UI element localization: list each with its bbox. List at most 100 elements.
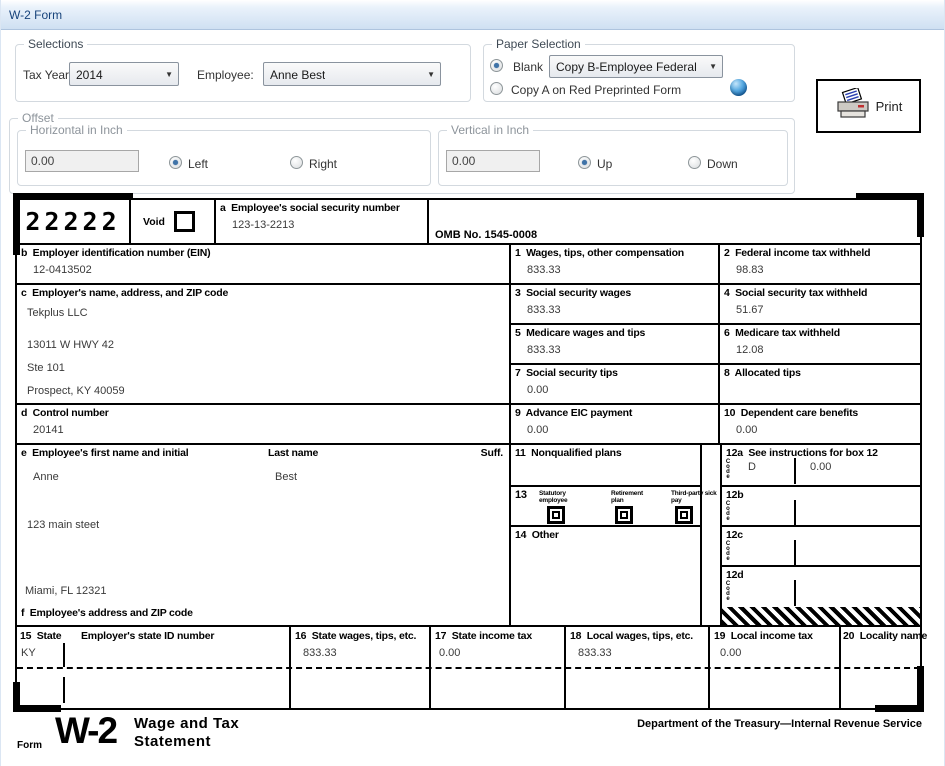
box-2-value: 98.83 bbox=[736, 264, 764, 276]
box-12a-code-label: Code bbox=[725, 459, 731, 479]
left-radio[interactable] bbox=[169, 156, 182, 169]
box-18-value: 833.33 bbox=[578, 647, 612, 659]
box-6-label: 6 Medicare tax withheld bbox=[724, 327, 840, 339]
employee-value: Anne Best bbox=[270, 68, 326, 82]
box-9-label: 9 Advance EIC payment bbox=[515, 407, 633, 419]
form-title: Wage and Tax Statement bbox=[134, 715, 240, 750]
box-a: a Employee's social security number 123-… bbox=[216, 200, 429, 245]
corner-mark-tl bbox=[13, 193, 133, 200]
box-5-label: 5 Medicare wages and tips bbox=[515, 327, 646, 339]
box-8-label: 8 Allocated tips bbox=[724, 367, 801, 379]
void-label: Void bbox=[143, 215, 165, 228]
box-12c: 12c Code bbox=[720, 527, 920, 567]
box-13: 13 Statutory employee Retirement plan Th… bbox=[511, 487, 717, 527]
box-c-label: c Employer's name, address, and ZIP code bbox=[21, 287, 229, 299]
box-1-label: 1 Wages, tips, other compensation bbox=[515, 247, 685, 259]
third-party-sick-pay-checkbox[interactable] bbox=[675, 506, 693, 524]
box-10: 10 Dependent care benefits 0.00 bbox=[720, 405, 920, 445]
box-12c-label: 12c bbox=[726, 529, 743, 541]
chevron-down-icon: ▼ bbox=[427, 70, 435, 79]
corner-mark-tr bbox=[856, 193, 924, 200]
box-e: e Employee's first name and initial Last… bbox=[17, 445, 511, 625]
box-12b: 12b Code bbox=[720, 487, 920, 527]
retirement-plan-checkbox[interactable] bbox=[615, 506, 633, 524]
box-15-label: 15 State bbox=[20, 630, 62, 642]
form-word: Form bbox=[17, 740, 42, 751]
box-a-label: a Employee's social security number bbox=[220, 202, 400, 214]
selections-legend: Selections bbox=[24, 37, 88, 51]
blank-radio[interactable] bbox=[490, 59, 503, 72]
down-radio[interactable] bbox=[688, 156, 701, 169]
box-2: 2 Federal income tax withheld 98.83 bbox=[720, 245, 920, 285]
down-radio-label: Down bbox=[707, 157, 738, 171]
box-17-label: 17 State income tax bbox=[435, 630, 532, 642]
statutory-employee-label: Statutory employee bbox=[539, 490, 568, 504]
copy-type-select[interactable]: Copy B-Employee Federal ▼ bbox=[549, 55, 723, 78]
corner-mark-bl bbox=[13, 705, 61, 712]
box-9-value: 0.00 bbox=[527, 424, 549, 436]
box-b: b Employer identification number (EIN) 1… bbox=[17, 245, 511, 285]
box-9: 9 Advance EIC payment 0.00 bbox=[511, 405, 720, 445]
up-radio-label: Up bbox=[597, 157, 613, 171]
box-8: 8 Allocated tips bbox=[720, 365, 920, 405]
form-number: W-2 bbox=[55, 710, 118, 751]
horizontal-offset-input[interactable]: 0.00 bbox=[25, 150, 139, 172]
suffix-label: Suff. bbox=[480, 447, 504, 459]
box-5: 5 Medicare wages and tips 833.33 bbox=[511, 325, 720, 365]
paper-selection-legend: Paper Selection bbox=[492, 37, 585, 51]
box-12c-code-label: Code bbox=[725, 541, 731, 561]
box-void: Void bbox=[131, 200, 216, 245]
tax-year-value: 2014 bbox=[76, 68, 103, 82]
box-7-value: 0.00 bbox=[527, 384, 549, 396]
void-checkbox[interactable] bbox=[173, 211, 195, 232]
corner-mark-tl-v bbox=[13, 193, 20, 255]
window-titlebar: W-2 Form bbox=[1, 0, 944, 30]
box-13-label: 13 bbox=[515, 489, 527, 501]
employee-last-name: Best bbox=[275, 471, 298, 483]
box-12d-divider bbox=[794, 580, 796, 606]
box-1: 1 Wages, tips, other compensation 833.33 bbox=[511, 245, 720, 285]
help-icon[interactable] bbox=[730, 79, 747, 96]
employee-label: Employee: bbox=[197, 68, 254, 82]
box-6: 6 Medicare tax withheld 12.08 bbox=[720, 325, 920, 365]
tax-year-select[interactable]: 2014 ▼ bbox=[69, 62, 179, 86]
box-11-label: 11 Nonqualified plans bbox=[515, 447, 622, 459]
box-e-label: e Employee's first name and initial bbox=[21, 447, 189, 459]
box-b-label: b Employer identification number (EIN) bbox=[21, 247, 211, 259]
box-20-label: 20 Locality name bbox=[843, 630, 928, 642]
copy-a-radio-label: Copy A on Red Preprinted Form bbox=[511, 83, 682, 97]
box-12a-code: D bbox=[748, 461, 756, 473]
right-radio-label: Right bbox=[309, 157, 338, 171]
box-b-value: 12-0413502 bbox=[33, 264, 92, 276]
control-code: 22222 bbox=[25, 207, 121, 236]
corner-mark-br-v bbox=[917, 666, 924, 712]
box-12d: 12d Code bbox=[720, 567, 920, 607]
box-4-label: 4 Social security tax withheld bbox=[724, 287, 868, 299]
employee-city-state-zip: Miami, FL 12321 bbox=[25, 585, 107, 597]
window-title: W-2 Form bbox=[9, 8, 63, 22]
box-2-label: 2 Federal income tax withheld bbox=[724, 247, 871, 259]
right-radio[interactable] bbox=[290, 156, 303, 169]
print-button[interactable]: Print bbox=[816, 79, 921, 133]
vertical-offset-input[interactable]: 0.00 bbox=[446, 150, 540, 172]
employee-select[interactable]: Anne Best ▼ bbox=[263, 62, 441, 86]
box-4: 4 Social security tax withheld 51.67 bbox=[720, 285, 920, 325]
chevron-down-icon: ▼ bbox=[165, 70, 173, 79]
up-radio[interactable] bbox=[578, 156, 591, 169]
left-radio-label: Left bbox=[188, 157, 209, 171]
treasury-text: Department of the Treasury—Internal Reve… bbox=[637, 718, 922, 730]
box-12b-divider bbox=[794, 500, 796, 526]
box-12d-label: 12d bbox=[726, 569, 744, 581]
vertical-offset-group: Vertical in Inch bbox=[438, 123, 788, 186]
state-value: KY bbox=[21, 647, 36, 659]
statutory-employee-checkbox[interactable] bbox=[547, 506, 565, 524]
omb-number: OMB No. 1545-0008 bbox=[435, 229, 538, 241]
offset-legend: Offset bbox=[18, 111, 58, 125]
copy-a-radio[interactable] bbox=[490, 82, 503, 95]
box-12a-label: 12a See instructions for box 12 bbox=[726, 447, 878, 459]
box-4-value: 51.67 bbox=[736, 304, 764, 316]
box-10-value: 0.00 bbox=[736, 424, 758, 436]
box-16-label: 16 State wages, tips, etc. bbox=[295, 630, 417, 642]
chevron-down-icon: ▼ bbox=[709, 62, 717, 71]
retirement-plan-label: Retirement plan bbox=[611, 490, 643, 504]
